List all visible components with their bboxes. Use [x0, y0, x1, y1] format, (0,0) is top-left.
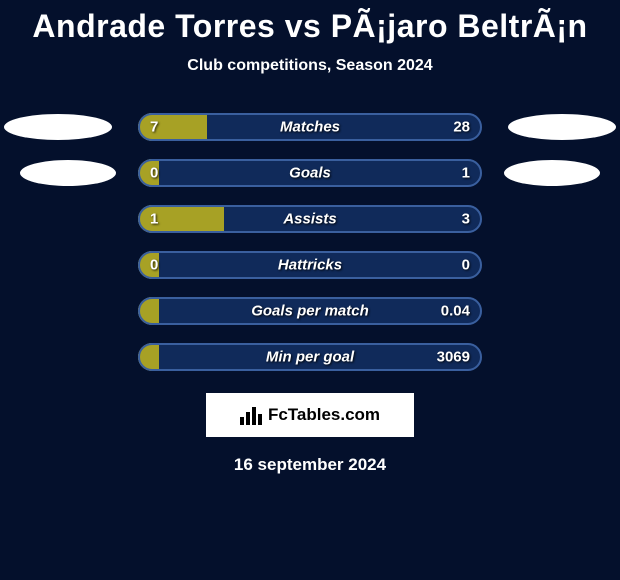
- stat-bar: 7 28 Matches: [138, 113, 482, 141]
- stat-bar-left-fill: [138, 297, 159, 325]
- subtitle: Club competitions, Season 2024: [0, 57, 620, 75]
- stat-left-value: 0: [150, 257, 158, 274]
- stat-row: 3069 Min per goal: [0, 343, 620, 371]
- stat-row: 7 28 Matches: [0, 113, 620, 141]
- fctables-logo-icon: [240, 405, 262, 425]
- stat-bar-left-fill: [138, 343, 159, 371]
- stat-right-value: 0.04: [441, 303, 470, 320]
- stat-right-value: 0: [462, 257, 470, 274]
- stat-label: Assists: [283, 211, 336, 228]
- stat-left-value: 1: [150, 211, 158, 228]
- brand-text: FcTables.com: [268, 405, 380, 425]
- player-ellipse-left: [4, 114, 112, 140]
- player-ellipse-right: [508, 114, 616, 140]
- stat-bar: 1 3 Assists: [138, 205, 482, 233]
- stats-rows: 7 28 Matches 0 1 Goals 1 3 Assists 0 0 Hattricks 0.0…: [0, 113, 620, 371]
- stat-row: 0 0 Hattricks: [0, 251, 620, 279]
- stat-bar-right-fill: [207, 113, 482, 141]
- stat-right-value: 1: [462, 165, 470, 182]
- stat-label: Hattricks: [278, 257, 342, 274]
- stat-bar-right-fill: [224, 205, 482, 233]
- stat-right-value: 28: [453, 119, 470, 136]
- stat-label: Matches: [280, 119, 340, 136]
- stat-row: 1 3 Assists: [0, 205, 620, 233]
- player-ellipse-right: [504, 160, 600, 186]
- stat-bar: 3069 Min per goal: [138, 343, 482, 371]
- stat-left-value: 7: [150, 119, 158, 136]
- brand-box: FcTables.com: [206, 393, 414, 437]
- stat-label: Goals per match: [251, 303, 369, 320]
- stat-bar-left-fill: [138, 113, 207, 141]
- stat-bar: 0 0 Hattricks: [138, 251, 482, 279]
- stat-bar: 0 1 Goals: [138, 159, 482, 187]
- stat-right-value: 3: [462, 211, 470, 228]
- stat-row: 0.04 Goals per match: [0, 297, 620, 325]
- stat-label: Goals: [289, 165, 331, 182]
- stat-label: Min per goal: [266, 349, 354, 366]
- stat-row: 0 1 Goals: [0, 159, 620, 187]
- stat-bar: 0.04 Goals per match: [138, 297, 482, 325]
- page-title: Andrade Torres vs PÃ¡jaro BeltrÃ¡n: [0, 8, 620, 45]
- comparison-card: Andrade Torres vs PÃ¡jaro BeltrÃ¡n Club …: [0, 0, 620, 475]
- stat-left-value: 0: [150, 165, 158, 182]
- stat-right-value: 3069: [437, 349, 470, 366]
- date-label: 16 september 2024: [0, 455, 620, 475]
- player-ellipse-left: [20, 160, 116, 186]
